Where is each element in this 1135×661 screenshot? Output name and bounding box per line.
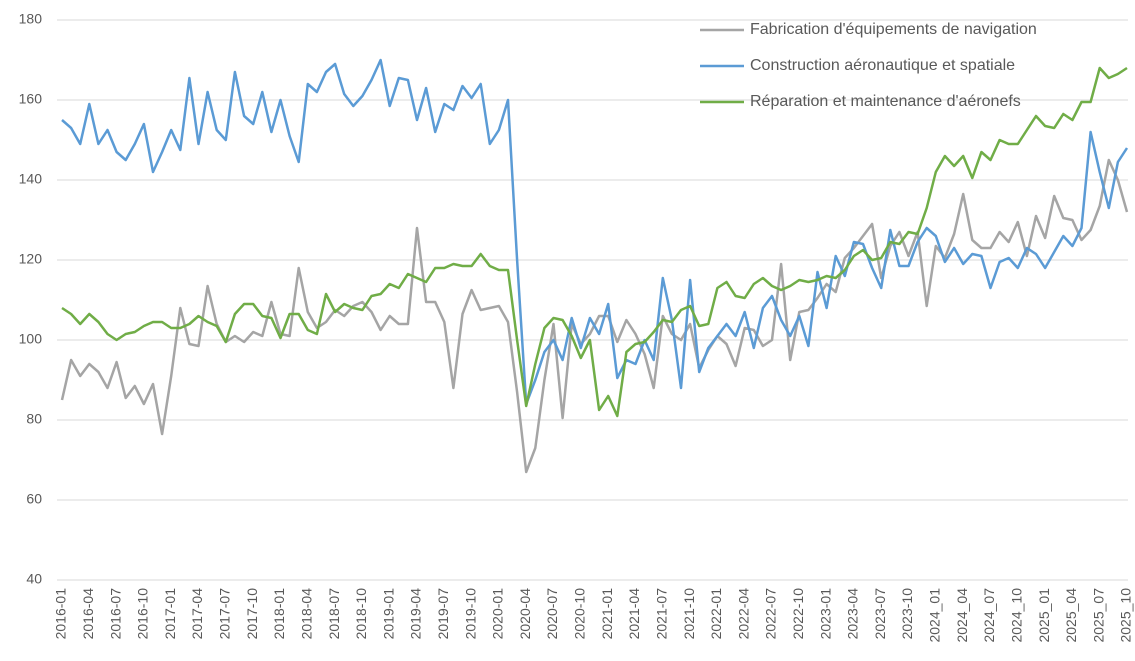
x-tick-label: 2023-10: [899, 588, 915, 640]
series-line: [61, 58, 1129, 406]
y-tick-label: 40: [26, 571, 42, 587]
x-tick-label: 2024_04: [954, 588, 970, 643]
x-tick-label: 2018-07: [326, 588, 342, 640]
x-tick-label: 2016-04: [80, 588, 96, 640]
legend-label: Fabrication d'équipements de navigation: [750, 21, 1037, 38]
y-tick-label: 180: [19, 11, 43, 27]
x-tick-label: 2019-10: [462, 588, 478, 640]
series-line: [60, 158, 1129, 474]
x-tick-label: 2021-07: [653, 588, 669, 640]
x-tick-label: 2025_01: [1036, 588, 1052, 643]
x-tick-label: 2017-04: [189, 588, 205, 640]
x-tick-label: 2025_07: [1090, 588, 1106, 643]
y-tick-label: 140: [19, 171, 43, 187]
x-tick-label: 2020-04: [517, 588, 533, 640]
x-tick-label: 2024_07: [981, 588, 997, 643]
x-tick-label: 2019-01: [380, 588, 396, 640]
x-tick-label: 2018-10: [353, 588, 369, 640]
x-tick-label: 2021-01: [599, 588, 615, 640]
x-tick-label: 2025_10: [1118, 588, 1134, 643]
x-tick-label: 2024_01: [927, 588, 943, 643]
legend-label: Construction aéronautique et spatiale: [750, 57, 1015, 74]
x-tick-label: 2017-10: [244, 588, 260, 640]
x-tick-label: 2021-04: [626, 588, 642, 640]
x-tick-label: 2016-07: [107, 588, 123, 640]
x-tick-label: 2022-07: [763, 588, 779, 640]
x-tick-label: 2023-04: [845, 588, 861, 640]
x-tick-label: 2022-04: [735, 588, 751, 640]
x-tick-label: 2018-04: [298, 588, 314, 640]
x-tick-label: 2022-10: [790, 588, 806, 640]
x-tick-label: 2019-04: [408, 588, 424, 640]
x-tick-label: 2020-10: [572, 588, 588, 640]
x-tick-label: 2025_04: [1063, 588, 1079, 643]
y-tick-label: 60: [26, 491, 42, 507]
x-tick-label: 2017-07: [217, 588, 233, 640]
x-tick-label: 2017-01: [162, 588, 178, 640]
y-tick-label: 80: [26, 411, 42, 427]
x-tick-label: 2023-07: [872, 588, 888, 640]
x-tick-label: 2016-10: [135, 588, 151, 640]
series-line: [61, 66, 1128, 418]
x-tick-label: 2018-01: [271, 588, 287, 640]
x-tick-label: 2024_10: [1008, 588, 1024, 643]
y-tick-label: 100: [19, 331, 43, 347]
x-tick-label: 2020-01: [490, 588, 506, 640]
x-tick-label: 2016-01: [53, 588, 69, 640]
x-tick-label: 2023-01: [817, 588, 833, 640]
x-tick-label: 2021-10: [681, 588, 697, 640]
x-tick-label: 2022-01: [708, 588, 724, 640]
x-tick-label: 2020-07: [544, 588, 560, 640]
y-tick-label: 160: [19, 91, 43, 107]
legend-label: Réparation et maintenance d'aéronefs: [750, 93, 1021, 110]
x-tick-label: 2019-07: [435, 588, 451, 640]
y-tick-label: 120: [19, 251, 43, 267]
